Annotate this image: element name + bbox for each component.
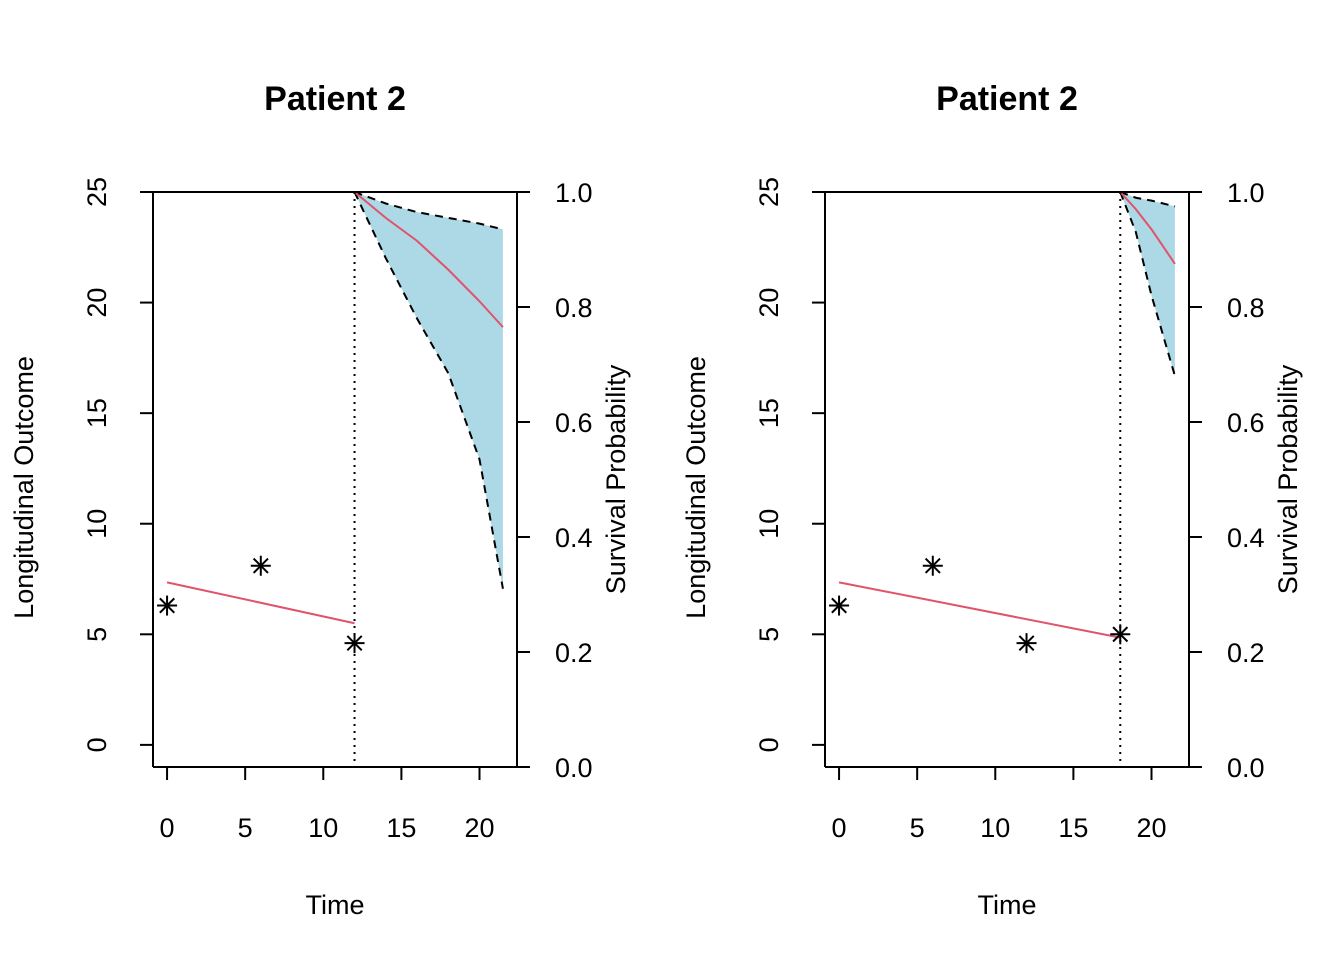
y-axis-label: Longitudinal Outcome: [681, 356, 711, 619]
longitudinal-fit-line: [166, 581, 355, 625]
y2-tick-label: 0.0: [555, 753, 593, 783]
observation-point-stroke: [1018, 635, 1035, 652]
y2-tick-label: 0.6: [1227, 408, 1265, 438]
x-axis-label: Time: [306, 890, 365, 920]
x-tick-label: 10: [308, 813, 338, 843]
observation-point: [829, 595, 850, 616]
survival-lower-ci-line: [353, 191, 504, 589]
y2-tick-label: 0.6: [555, 408, 593, 438]
x-tick-label: 0: [832, 813, 847, 843]
y-tick-label: 25: [82, 177, 112, 207]
y2-tick-label: 0.4: [555, 523, 593, 553]
observation-point: [922, 555, 943, 576]
y-tick-label: 25: [754, 177, 784, 207]
survival-lower-ci-line: [1119, 191, 1176, 377]
y-tick-label: 20: [754, 288, 784, 318]
observation-point: [344, 633, 365, 654]
observation-point: [157, 595, 178, 616]
y2-tick-label: 1.0: [1227, 178, 1265, 208]
y2-tick-label: 0.8: [555, 293, 593, 323]
survival-mean-line: [1119, 191, 1176, 265]
survival-upper-ci-line: [1119, 191, 1176, 208]
observation-point: [1016, 633, 1037, 654]
panel-1: Patient 2 0 5 10 15 20 Time 0 5 10 15 20 25 Longitudi…: [9, 80, 631, 920]
x-tick-label: 5: [238, 813, 253, 843]
y-tick-label: 0: [754, 737, 784, 752]
x-tick-label: 0: [160, 813, 175, 843]
y2-axis-label: Survival Probability: [601, 364, 631, 594]
observation-point-stroke: [159, 597, 175, 614]
observation-point-stroke: [1112, 626, 1129, 643]
observation-point-stroke: [831, 597, 847, 614]
y-tick-label: 20: [82, 288, 112, 318]
observation-point-stroke: [346, 635, 363, 652]
y2-tick-label: 1.0: [555, 178, 593, 208]
x-tick-label: 15: [386, 813, 416, 843]
y-tick-label: 5: [82, 627, 112, 642]
y-tick-label: 10: [82, 509, 112, 539]
y-tick-label: 5: [754, 627, 784, 642]
y-tick-label: 15: [82, 398, 112, 428]
survival-ci-band: [354, 192, 503, 589]
y2-tick-label: 0.2: [1227, 638, 1265, 668]
y-tick-label: 10: [754, 509, 784, 539]
panel-2: Patient 2 0 5 10 15 20 Time 0 5 10 15 20 25 Longitudi…: [681, 80, 1303, 920]
x-tick-label: 20: [1136, 813, 1166, 843]
survival-ci-band: [1120, 192, 1175, 376]
survival-mean-line: [353, 191, 504, 328]
longitudinal-fit-line: [838, 581, 1121, 639]
y2-tick-label: 0.8: [1227, 293, 1265, 323]
y-axis-label: Longitudinal Outcome: [9, 356, 39, 619]
y-tick-label: 0: [82, 737, 112, 752]
y-tick-label: 15: [754, 398, 784, 428]
y2-axis-label: Survival Probability: [1273, 364, 1303, 594]
x-tick-label: 5: [910, 813, 925, 843]
survival-upper-ci-line: [354, 191, 504, 231]
y2-tick-label: 0.0: [1227, 753, 1265, 783]
x-tick-label: 15: [1058, 813, 1088, 843]
y2-tick-label: 0.2: [555, 638, 593, 668]
chart-title: Patient 2: [264, 80, 406, 118]
y2-tick-label: 0.4: [1227, 523, 1265, 553]
x-axis-label: Time: [978, 890, 1037, 920]
chart-title: Patient 2: [936, 80, 1078, 118]
x-tick-label: 20: [464, 813, 494, 843]
x-tick-label: 10: [980, 813, 1010, 843]
observation-point: [1110, 624, 1131, 645]
observation-point: [250, 555, 271, 576]
observation-point-stroke: [924, 557, 941, 574]
observation-point-stroke: [252, 557, 269, 574]
